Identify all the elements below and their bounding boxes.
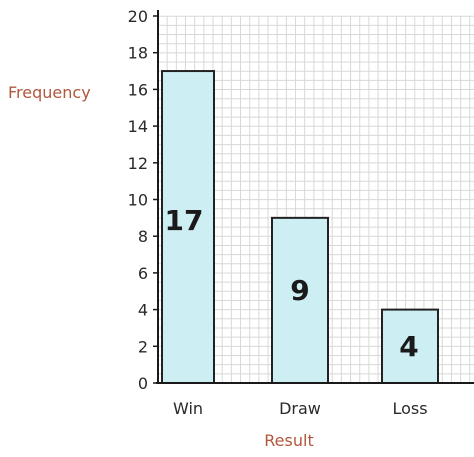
x-tick-label-loss: Loss xyxy=(392,399,427,418)
data-label-win: 17 xyxy=(165,204,204,237)
y-tick-label: 16 xyxy=(128,80,148,99)
y-tick-label: 20 xyxy=(128,7,148,26)
x-tick-label-draw: Draw xyxy=(279,399,321,418)
x-tick-label-win: Win xyxy=(173,399,203,418)
x-axis-title: Result xyxy=(264,431,313,450)
y-tick-label: 0 xyxy=(138,374,148,393)
y-tick-labels: 0 2 4 6 8 10 12 14 16 18 20 xyxy=(128,7,148,393)
y-tick-label: 12 xyxy=(128,154,148,173)
y-tick-label: 6 xyxy=(138,264,148,283)
y-tick-label: 18 xyxy=(128,44,148,63)
y-tick-label: 10 xyxy=(128,191,148,210)
data-label-loss: 4 xyxy=(399,330,418,363)
y-tick-label: 14 xyxy=(128,117,148,136)
y-tick-label: 8 xyxy=(138,227,148,246)
axes xyxy=(153,10,474,384)
y-tick-label: 2 xyxy=(138,337,148,356)
bars xyxy=(161,70,439,385)
bar-draw xyxy=(271,216,329,384)
y-tick-label: 4 xyxy=(138,301,148,320)
y-axis-title: Frequency xyxy=(8,83,91,102)
x-category-labels: Win Draw Loss xyxy=(173,399,428,418)
bar-win xyxy=(161,70,215,385)
data-label-draw: 9 xyxy=(290,274,309,307)
